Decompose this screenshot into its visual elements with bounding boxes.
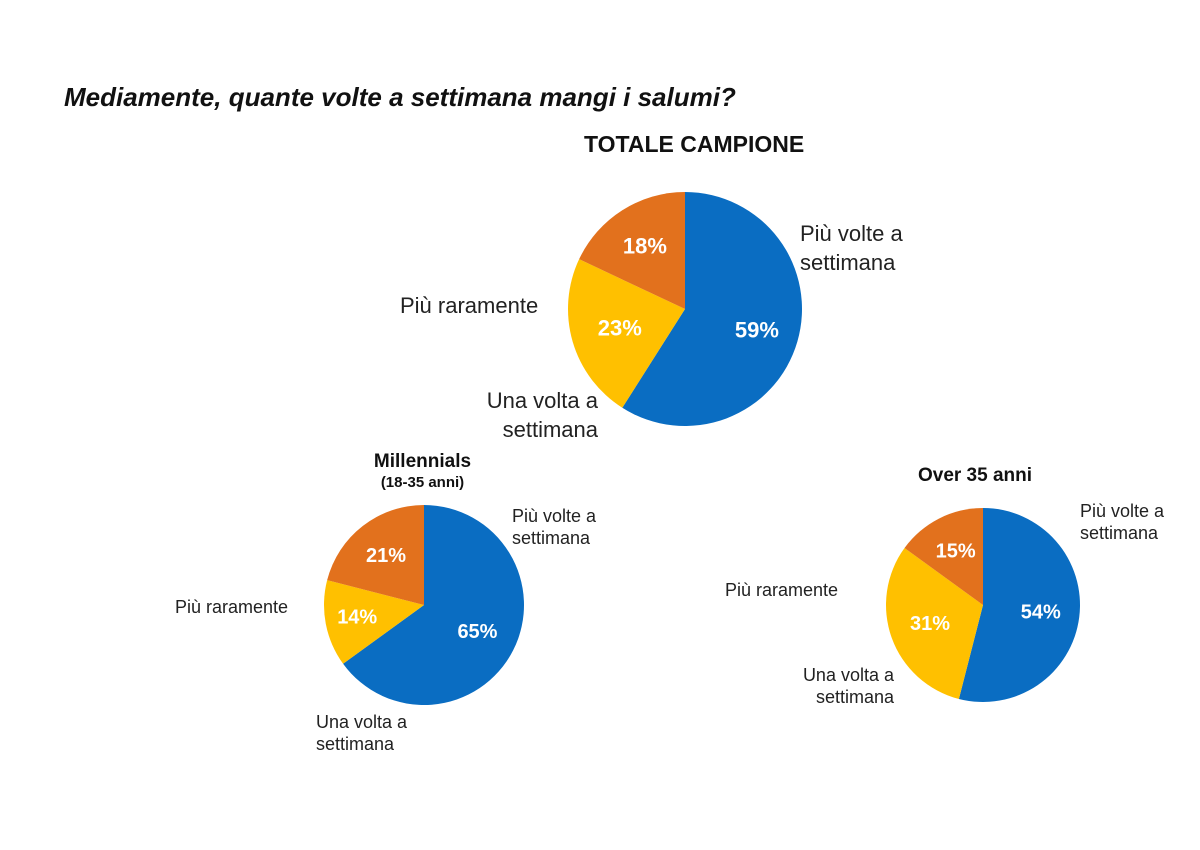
data-label-millennials-una-volta: 14%: [337, 607, 377, 629]
pie-slice-over35-una-volta: [885, 547, 983, 699]
pie-slice-totale-una-volta: [568, 259, 685, 408]
totale-label-piu-volte-line1: Più volte a: [800, 221, 903, 246]
totale-label-piu-raramente-text: Più raramente: [400, 293, 539, 318]
pie-slice-millennials-una-volta: [323, 580, 424, 664]
pie-slice-millennials-piu-raramente: [327, 505, 424, 605]
over-label-una-volta-line2: settimana: [815, 687, 894, 707]
over-label-piu-volte-line1: Più volte a: [1080, 501, 1165, 521]
over-label-piu-raramente: Più raramente: [725, 579, 838, 601]
over-label-piu-volte: Più volte a settimana: [1080, 500, 1164, 544]
data-label-totale-piu-volte: 59%: [735, 317, 779, 342]
pie-slice-over35-piu-volte: [958, 508, 1080, 702]
pie-slice-over35-piu-raramente: [904, 508, 983, 605]
over-label-una-volta: Una volta a settimana: [784, 664, 894, 708]
pie-slice-millennials-piu-volte: [343, 505, 524, 705]
chart-title-over35: Over 35 anni: [900, 464, 1050, 488]
data-label-over35-una-volta: 31%: [910, 613, 950, 635]
mill-label-piu-raramente-text: Più raramente: [175, 597, 289, 617]
mill-label-piu-volte-line2: settimana: [512, 528, 591, 548]
chart-title-totale: TOTALE CAMPIONE: [584, 130, 804, 159]
mill-label-piu-raramente: Più raramente: [175, 596, 288, 618]
data-label-totale-una-volta: 23%: [598, 315, 642, 340]
data-label-millennials-piu-raramente: 21%: [366, 545, 406, 567]
chart-title-totale-text: TOTALE CAMPIONE: [584, 131, 805, 157]
over-label-una-volta-line1: Una volta a: [802, 665, 894, 685]
main-title: Mediamente, quante volte a settimana man…: [64, 82, 736, 112]
pie-slice-totale-piu-raramente: [579, 192, 685, 309]
mill-label-una-volta-line1: Una volta a: [316, 712, 408, 732]
totale-label-una-volta-line2: settimana: [502, 417, 598, 442]
data-label-millennials-piu-volte: 65%: [457, 621, 497, 643]
mill-label-piu-volte: Più volte a settimana: [512, 505, 596, 549]
pie-slice-totale-piu-volte: [622, 192, 802, 426]
totale-label-piu-raramente: Più raramente: [400, 291, 538, 320]
chart-title-over35-text: Over 35 anni: [917, 465, 1033, 486]
mill-label-una-volta: Una volta a settimana: [316, 711, 407, 755]
chart-subtitle-millennials: (18-35 anni): [380, 474, 465, 491]
over-label-piu-volte-line2: settimana: [1080, 523, 1159, 543]
data-label-totale-piu-raramente: 18%: [623, 233, 667, 258]
chart-title-millennials: Millennials (18-35 anni): [340, 450, 505, 492]
mill-label-una-volta-line2: settimana: [316, 734, 395, 754]
over-label-piu-raramente-text: Più raramente: [725, 580, 839, 600]
totale-label-piu-volte-line2: settimana: [800, 250, 896, 275]
data-label-over35-piu-volte: 54%: [1021, 601, 1061, 623]
totale-label-una-volta: Una volta a settimana: [468, 386, 598, 444]
mill-label-piu-volte-line1: Più volte a: [512, 506, 597, 526]
chart-title-millennials-text: Millennials: [373, 451, 472, 472]
totale-label-una-volta-line1: Una volta a: [486, 388, 598, 413]
totale-label-piu-volte: Più volte a settimana: [800, 219, 903, 277]
data-label-over35-piu-raramente: 15%: [936, 540, 976, 562]
